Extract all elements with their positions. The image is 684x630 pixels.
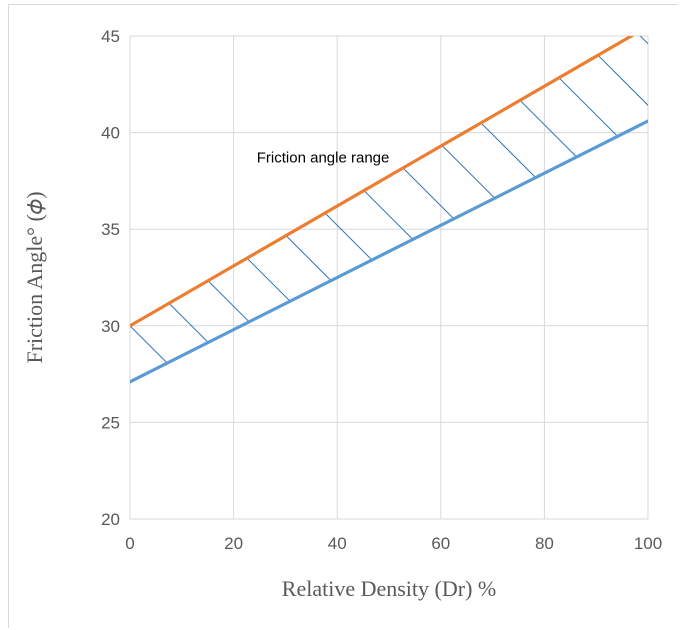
y-axis-title: Friction Angle° (𝜙) xyxy=(22,191,47,363)
hatch-line xyxy=(0,376,54,496)
hatch-line xyxy=(130,285,211,382)
hatch-line xyxy=(596,36,648,114)
hatch-line xyxy=(518,37,640,159)
series-lines xyxy=(130,36,648,384)
hatch-line xyxy=(167,240,289,362)
y-tick-label: 25 xyxy=(101,413,120,432)
y-tick-label: 35 xyxy=(101,220,120,239)
hatch-line xyxy=(675,0,684,68)
hatch-line xyxy=(440,82,562,204)
x-tick-label: 0 xyxy=(125,534,134,553)
lower-bound-line xyxy=(130,119,648,384)
x-tick-label: 80 xyxy=(535,534,554,553)
x-tick-label: 20 xyxy=(224,534,243,553)
x-tick-label: 40 xyxy=(328,534,347,553)
hatch-line xyxy=(206,217,328,339)
tick-labels: 0 20 40 60 80 100 20 25 30 35 40 45 xyxy=(101,27,662,553)
y-tick-label: 20 xyxy=(101,510,120,529)
hatch-band xyxy=(0,0,684,519)
gridlines xyxy=(129,35,649,520)
hatch-line xyxy=(130,262,250,382)
hatch-line xyxy=(245,195,367,316)
friction-range-annotation: Friction angle range xyxy=(257,150,390,167)
y-tick-label: 40 xyxy=(101,124,120,143)
x-tick-label: 100 xyxy=(634,534,662,553)
y-tick-label: 30 xyxy=(101,317,120,336)
hatch-line xyxy=(557,36,648,136)
y-tick-label: 45 xyxy=(101,27,120,46)
hatch-line xyxy=(479,59,601,181)
hatch-line xyxy=(0,399,15,519)
hatch-lines xyxy=(0,0,684,519)
x-axis-title: Relative Density (Dr) % xyxy=(282,576,496,601)
hatch-line xyxy=(635,36,648,91)
hatch-line xyxy=(401,105,523,226)
hatch-line xyxy=(0,353,93,473)
x-tick-label: 60 xyxy=(431,534,450,553)
chart-frame xyxy=(8,4,678,628)
upper-bound-line xyxy=(130,36,635,328)
hatch-line xyxy=(362,127,484,249)
